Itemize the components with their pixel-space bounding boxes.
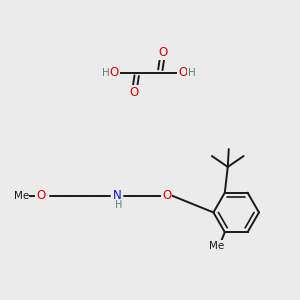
Text: O: O [162, 189, 172, 202]
Text: N: N [113, 189, 122, 202]
Text: H: H [101, 68, 109, 78]
Text: O: O [158, 46, 167, 59]
Text: O: O [178, 66, 187, 79]
Text: O: O [36, 189, 46, 202]
Text: O: O [110, 66, 119, 79]
Text: Me: Me [14, 190, 29, 201]
Text: H: H [115, 200, 122, 211]
Text: H: H [188, 68, 196, 78]
Text: O: O [130, 86, 139, 99]
Text: Me: Me [209, 241, 224, 251]
